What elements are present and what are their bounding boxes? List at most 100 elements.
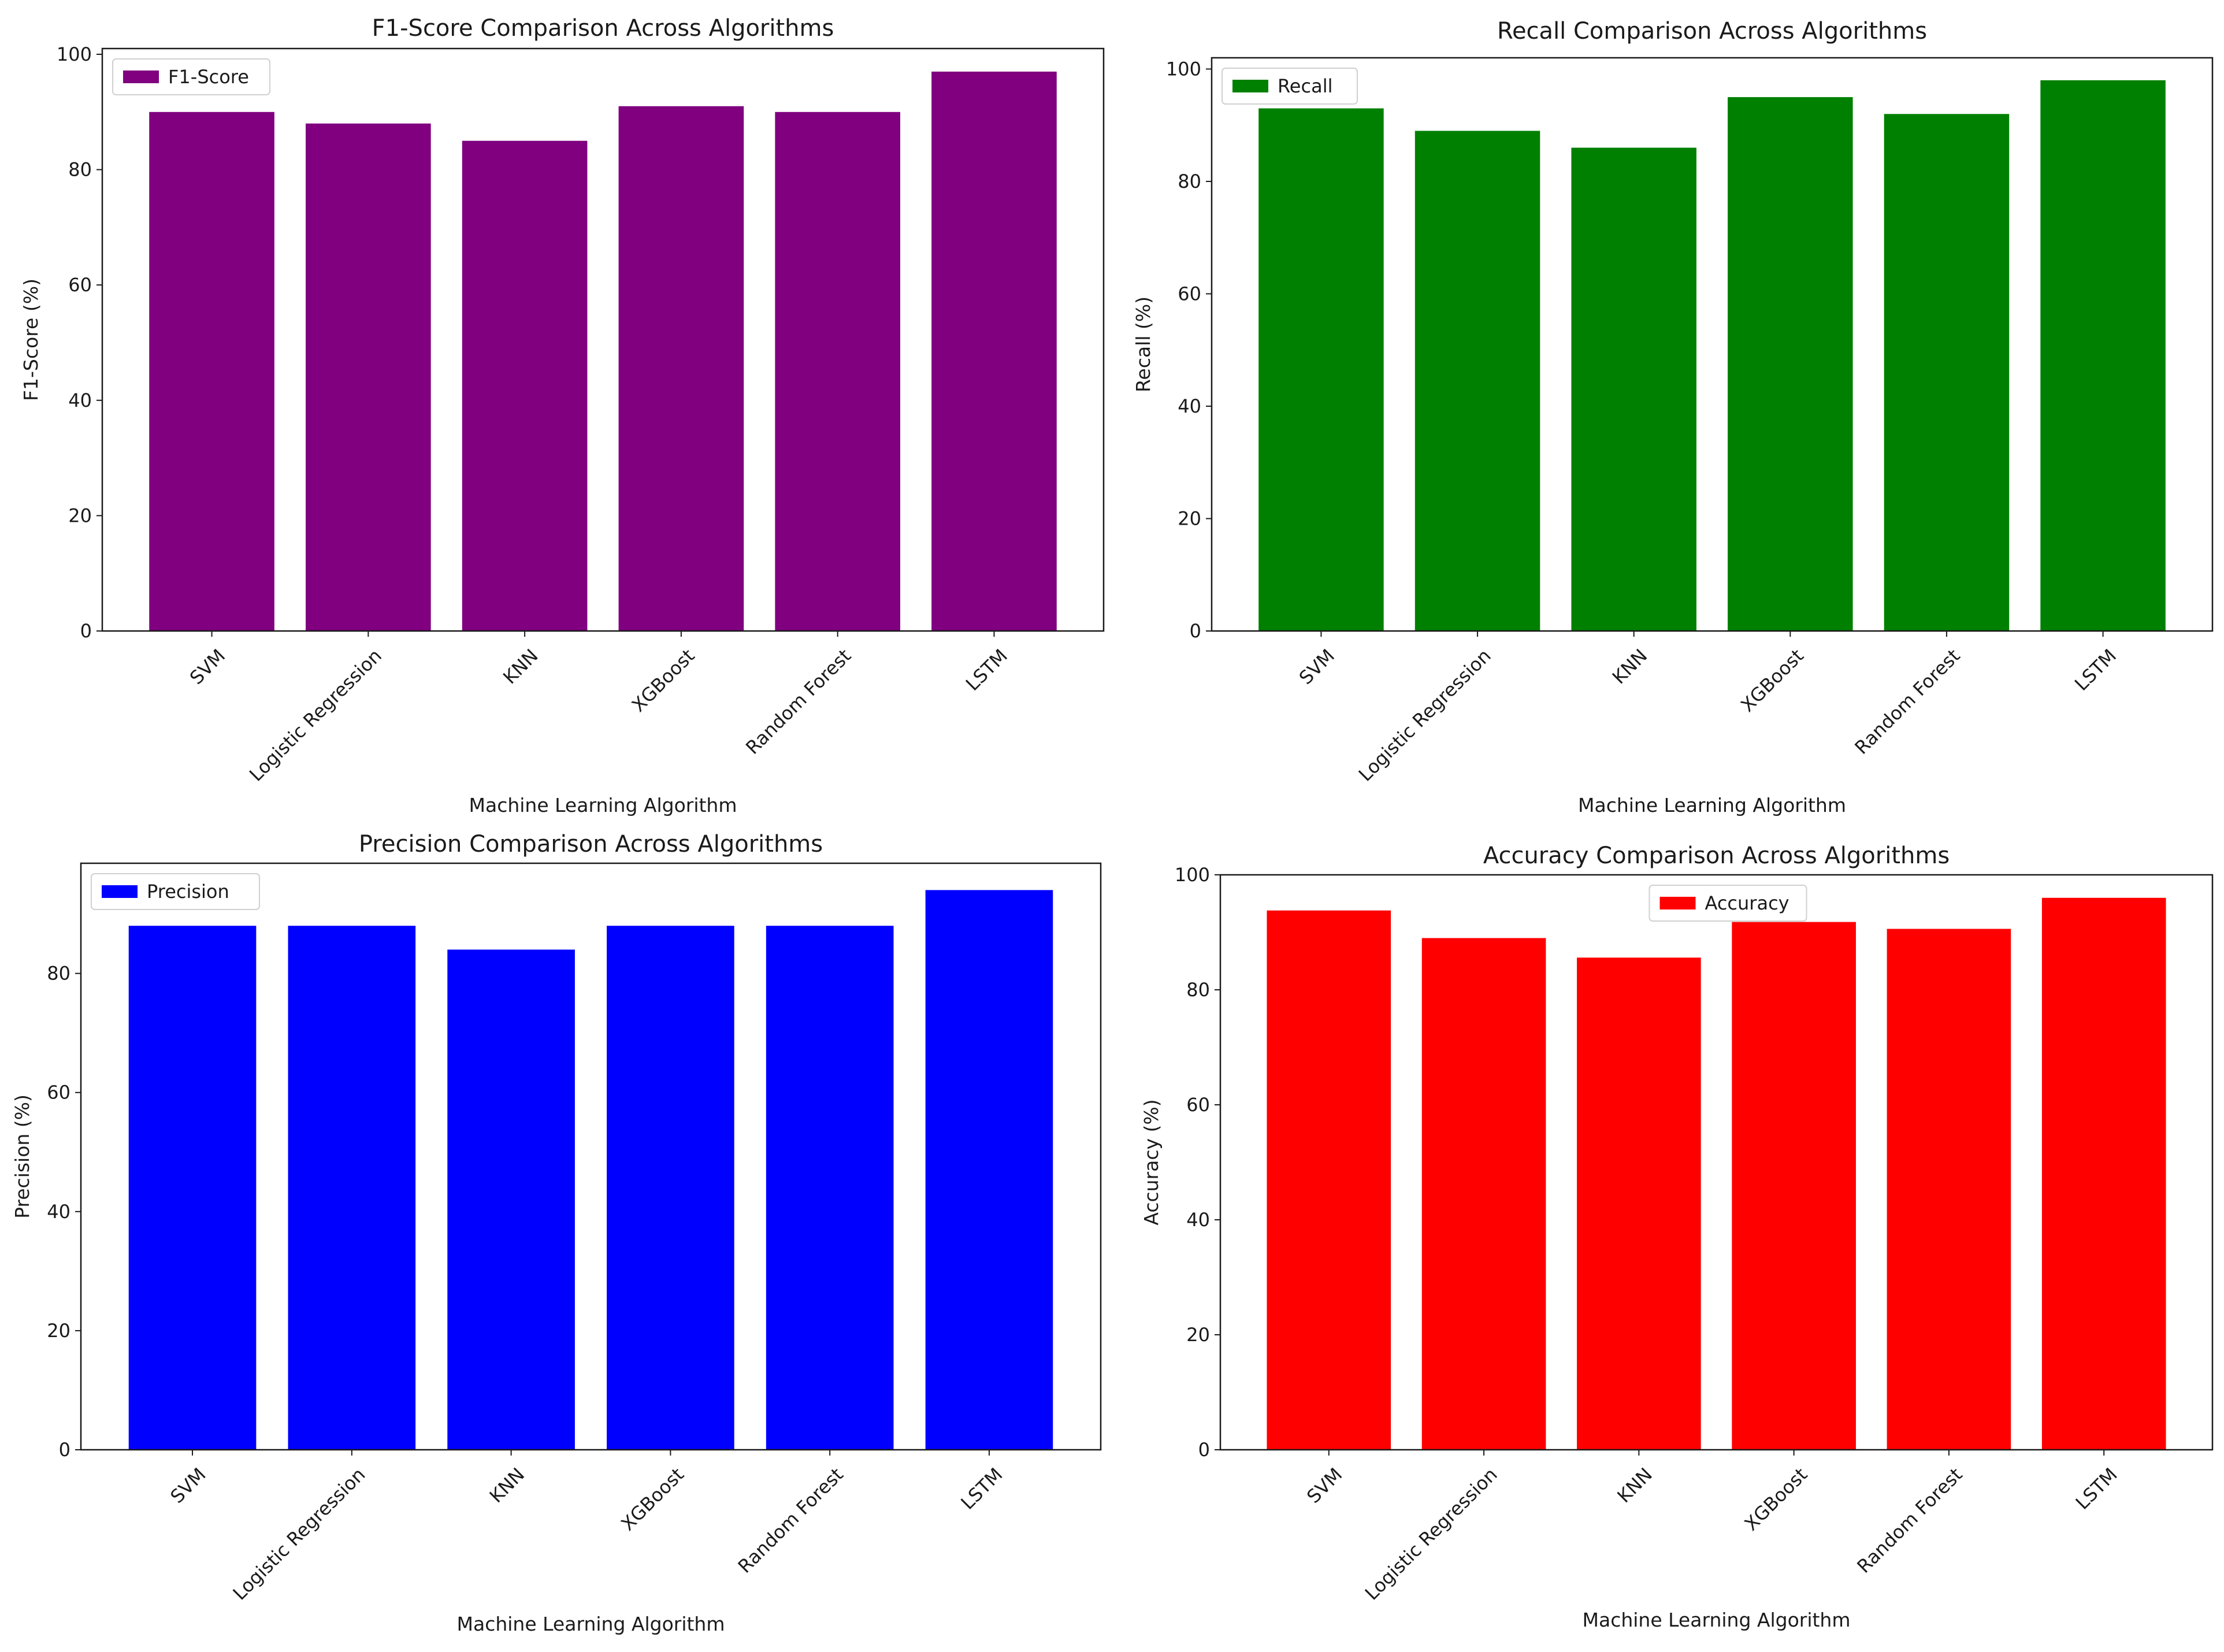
precision-bar-random-forest <box>766 926 894 1450</box>
y-tick-label: 40 <box>68 389 92 411</box>
y-tick-label: 0 <box>1198 1439 1210 1461</box>
y-tick-label: 0 <box>1190 620 1201 642</box>
x-tick-label: Random Forest <box>734 1464 848 1577</box>
recall-y-axis-label: Recall (%) <box>1132 296 1154 392</box>
recall-chart: Recall Comparison Across Algorithms SVM Lo… <box>1132 18 2214 816</box>
precision-bar-xgboost <box>607 926 734 1450</box>
x-tick-label: KNN <box>1608 645 1652 689</box>
y-tick-label: 20 <box>1186 1324 1210 1346</box>
f1-score-legend: F1-Score <box>112 58 270 95</box>
y-tick-label: 20 <box>47 1320 70 1342</box>
x-tick-label: KNN <box>1613 1464 1657 1508</box>
accuracy-bar-xgboost <box>1732 922 1856 1450</box>
legend-swatch <box>1232 80 1268 92</box>
legend-label: F1-Score <box>168 66 249 88</box>
f1-score-bar-lstm <box>931 71 1057 632</box>
x-tick-label: Logistic Regression <box>245 645 386 786</box>
legend-label: Precision <box>147 881 229 903</box>
x-tick-label: SVM <box>1302 1464 1346 1508</box>
y-tick-label: 0 <box>59 1439 70 1461</box>
legend-label: Recall <box>1278 75 1332 97</box>
recall-bar-logistic-regression <box>1414 131 1540 631</box>
accuracy-bar-random-forest <box>1887 929 2011 1450</box>
x-tick-label: XGBoost <box>628 645 699 717</box>
precision-axes-frame <box>80 862 1102 1451</box>
f1-score-chart-title: F1-Score Comparison Across Algorithms <box>372 15 834 42</box>
x-tick-label: Logistic Regression <box>1354 645 1495 786</box>
y-tick-label: 100 <box>1175 864 1210 886</box>
precision-y-axis-label: Precision (%) <box>11 1094 34 1219</box>
legend-box <box>112 58 270 95</box>
precision-bar-logistic-regression <box>288 926 416 1450</box>
y-tick-label: 60 <box>68 274 92 296</box>
y-tick-label: 80 <box>1178 170 1201 192</box>
f1-score-bar-knn <box>462 140 588 631</box>
x-tick-label: SVM <box>1295 645 1339 689</box>
recall-legend: Recall <box>1221 68 1358 105</box>
accuracy-bar-logistic-regression <box>1421 938 1546 1450</box>
x-tick-label: Logistic Regression <box>229 1464 370 1605</box>
accuracy-x-axis-label: Machine Learning Algorithm <box>1583 1609 1851 1631</box>
x-tick-label: Random Forest <box>741 645 855 759</box>
y-tick-label: 100 <box>57 43 92 65</box>
f1-score-chart: F1-Score Comparison Across Algorithms SVM… <box>20 15 1105 816</box>
f1-score-bar-logistic-regression <box>306 123 431 632</box>
accuracy-axes-frame <box>1219 874 2214 1451</box>
accuracy-y-axis-label: Accuracy (%) <box>1140 1099 1163 1225</box>
accuracy-bar-knn <box>1577 957 1701 1450</box>
y-tick-label: 40 <box>47 1201 70 1223</box>
f1-score-x-axis-label: Machine Learning Algorithm <box>469 794 737 816</box>
accuracy-bar-lstm <box>2041 897 2166 1450</box>
x-tick-label: Logistic Regression <box>1361 1464 1502 1605</box>
y-tick-label: 60 <box>1178 283 1201 305</box>
x-tick-label: XGBoost <box>617 1464 688 1535</box>
legend-box <box>91 873 260 910</box>
y-tick-label: 80 <box>1186 979 1210 1001</box>
y-tick-label: 60 <box>1186 1094 1210 1116</box>
f1-score-bar-xgboost <box>618 106 744 631</box>
precision-legend: Precision <box>91 873 260 910</box>
y-tick-label: 20 <box>1178 507 1201 529</box>
precision-bar-lstm <box>925 890 1053 1450</box>
recall-axes-frame <box>1211 57 2214 632</box>
accuracy-chart-title: Accuracy Comparison Across Algorithms <box>1483 842 1950 869</box>
y-tick-label: 20 <box>68 504 92 526</box>
recall-bar-lstm <box>2040 80 2166 631</box>
recall-bar-xgboost <box>1728 97 1853 631</box>
x-tick-label: KNN <box>499 645 543 689</box>
precision-bar-knn <box>447 949 575 1450</box>
accuracy-chart: Accuracy Comparison Across Algorithms SVM… <box>1140 842 2214 1631</box>
y-tick-label: 60 <box>47 1082 70 1104</box>
x-tick-label: LSTM <box>2070 645 2121 695</box>
recall-bar-random-forest <box>1884 114 2010 632</box>
f1-score-bar-svm <box>149 112 274 632</box>
x-tick-label: SVM <box>185 645 229 689</box>
legend-swatch <box>1659 897 1696 909</box>
legend-box <box>1648 885 1807 922</box>
legend-swatch <box>102 885 138 898</box>
precision-x-axis-label: Machine Learning Algorithm <box>457 1613 725 1635</box>
precision-bar-svm <box>128 926 257 1450</box>
f1-score-y-axis-label: F1-Score (%) <box>20 279 42 401</box>
x-tick-label: XGBoost <box>1740 1464 1811 1535</box>
y-tick-label: 80 <box>68 159 92 181</box>
legend-box <box>1221 68 1358 105</box>
x-tick-label: SVM <box>166 1464 210 1508</box>
x-tick-label: KNN <box>485 1464 529 1508</box>
precision-chart-title: Precision Comparison Across Algorithms <box>359 831 823 857</box>
x-tick-label: Random Forest <box>1852 1464 1966 1577</box>
x-tick-label: LSTM <box>956 1464 1007 1514</box>
accuracy-legend: Accuracy <box>1648 885 1807 922</box>
x-tick-label: Random Forest <box>1850 645 1964 759</box>
x-tick-label: LSTM <box>2071 1464 2122 1514</box>
y-tick-label: 40 <box>1186 1209 1210 1231</box>
accuracy-bar-svm <box>1267 910 1391 1450</box>
recall-bar-knn <box>1571 147 1696 631</box>
y-tick-label: 40 <box>1178 395 1201 417</box>
y-tick-label: 80 <box>47 963 70 985</box>
recall-x-axis-label: Machine Learning Algorithm <box>1578 794 1846 816</box>
legend-label: Accuracy <box>1705 892 1789 914</box>
x-tick-label: LSTM <box>961 645 1012 695</box>
legend-swatch <box>123 70 159 83</box>
